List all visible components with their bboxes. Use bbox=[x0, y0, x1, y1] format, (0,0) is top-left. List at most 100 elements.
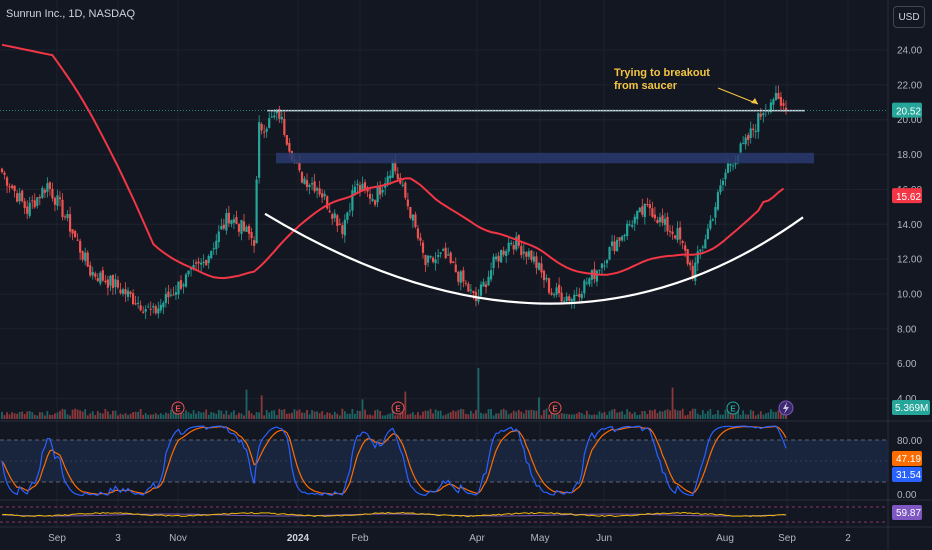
candle-body bbox=[81, 251, 84, 260]
candle-body bbox=[661, 215, 664, 223]
candle-body bbox=[570, 299, 573, 302]
volume-bar bbox=[8, 414, 11, 419]
candle-body bbox=[689, 262, 692, 266]
candle-body bbox=[23, 201, 26, 208]
volume-bar bbox=[618, 412, 621, 419]
candle-body bbox=[195, 262, 198, 264]
candle-body bbox=[469, 289, 472, 291]
candle-body bbox=[202, 261, 205, 264]
candle-body bbox=[489, 270, 493, 280]
stoch-tick-label: 0.00 bbox=[897, 490, 917, 501]
currency-button[interactable]: USD bbox=[893, 6, 925, 28]
candle-body bbox=[414, 214, 417, 227]
annotation-arrow bbox=[717, 87, 759, 105]
candle-body bbox=[404, 182, 407, 198]
candle-body bbox=[742, 143, 745, 145]
candle-body bbox=[288, 142, 291, 152]
volume-bar bbox=[575, 413, 578, 419]
volume-bar bbox=[772, 411, 775, 419]
candle-body bbox=[197, 261, 200, 264]
volume-bar bbox=[737, 410, 740, 419]
candle-body bbox=[679, 227, 682, 240]
candle-body bbox=[512, 244, 515, 250]
volume-bar bbox=[527, 410, 530, 419]
candle-body bbox=[157, 308, 160, 314]
candle-body bbox=[356, 183, 359, 186]
time-tick-label: Nov bbox=[169, 533, 187, 544]
volume-bar bbox=[538, 397, 540, 419]
candle-body bbox=[542, 270, 546, 281]
volume-bar bbox=[235, 415, 238, 419]
candle-body bbox=[550, 292, 553, 295]
rsi-ma-line bbox=[1, 513, 786, 517]
volume-bar bbox=[303, 412, 306, 419]
volume-bar bbox=[570, 414, 573, 419]
volume-bar bbox=[482, 413, 485, 419]
candle-body bbox=[709, 220, 712, 229]
candle-body bbox=[373, 200, 377, 205]
volume-bar bbox=[270, 410, 273, 419]
candle-body bbox=[530, 250, 533, 260]
candle-body bbox=[605, 260, 609, 264]
volume-bar bbox=[732, 412, 734, 419]
candle-body bbox=[623, 234, 626, 237]
candle-body bbox=[343, 219, 346, 236]
volume-bar bbox=[611, 409, 613, 419]
svg-text:E: E bbox=[175, 405, 181, 414]
volume-bar bbox=[459, 408, 462, 419]
volume-bar bbox=[603, 411, 606, 419]
candle-body bbox=[263, 131, 266, 133]
volume-bar bbox=[361, 399, 364, 419]
volume-bar bbox=[633, 412, 636, 419]
volume-bar bbox=[91, 411, 94, 419]
candle-body bbox=[207, 256, 210, 264]
volume-bar bbox=[684, 415, 687, 419]
candle-body bbox=[111, 274, 115, 289]
candle-body bbox=[270, 116, 273, 118]
candle-body bbox=[419, 237, 422, 241]
candle-body bbox=[144, 308, 147, 312]
volume-bar bbox=[464, 413, 467, 419]
volume-label: 5.369M bbox=[895, 403, 928, 414]
candle-body bbox=[300, 172, 304, 183]
candle-body bbox=[386, 176, 389, 185]
candle-body bbox=[351, 190, 354, 211]
volume-bar bbox=[132, 412, 134, 419]
volume-bar bbox=[296, 410, 298, 419]
candle-body bbox=[13, 185, 16, 192]
candle-body bbox=[442, 249, 445, 251]
volume-bar bbox=[480, 412, 482, 419]
candle-body bbox=[268, 118, 271, 128]
volume-bar bbox=[651, 410, 654, 419]
candle-body bbox=[409, 206, 412, 219]
volume-bar bbox=[775, 411, 777, 419]
volume-bar bbox=[681, 408, 684, 419]
volume-bar bbox=[205, 409, 208, 419]
volume-bar bbox=[167, 413, 170, 419]
volume-bar bbox=[200, 412, 203, 419]
volume-bar bbox=[517, 409, 520, 419]
candle-body bbox=[691, 265, 694, 279]
price-tick-label: 20.00 bbox=[897, 115, 922, 126]
volume-bar bbox=[553, 412, 555, 419]
candle-body bbox=[137, 302, 140, 304]
volume-bar bbox=[313, 411, 316, 419]
volume-bar bbox=[590, 414, 593, 419]
candle-body bbox=[149, 308, 152, 310]
volume-bar bbox=[598, 411, 601, 419]
candle-body bbox=[696, 251, 699, 264]
volume-bar bbox=[747, 414, 750, 419]
candle-body bbox=[76, 239, 79, 241]
candle-body bbox=[666, 216, 669, 232]
time-tick-label: Aug bbox=[716, 533, 734, 544]
volume-bar bbox=[341, 408, 344, 419]
volume-bar bbox=[308, 414, 311, 419]
price-tick-label: 8.00 bbox=[897, 324, 917, 335]
volume-bar bbox=[76, 409, 79, 419]
candle-body bbox=[494, 256, 498, 260]
volume-bar bbox=[593, 414, 596, 419]
candle-body bbox=[525, 252, 528, 257]
candle-body bbox=[348, 210, 351, 212]
volume-bar bbox=[56, 412, 59, 419]
